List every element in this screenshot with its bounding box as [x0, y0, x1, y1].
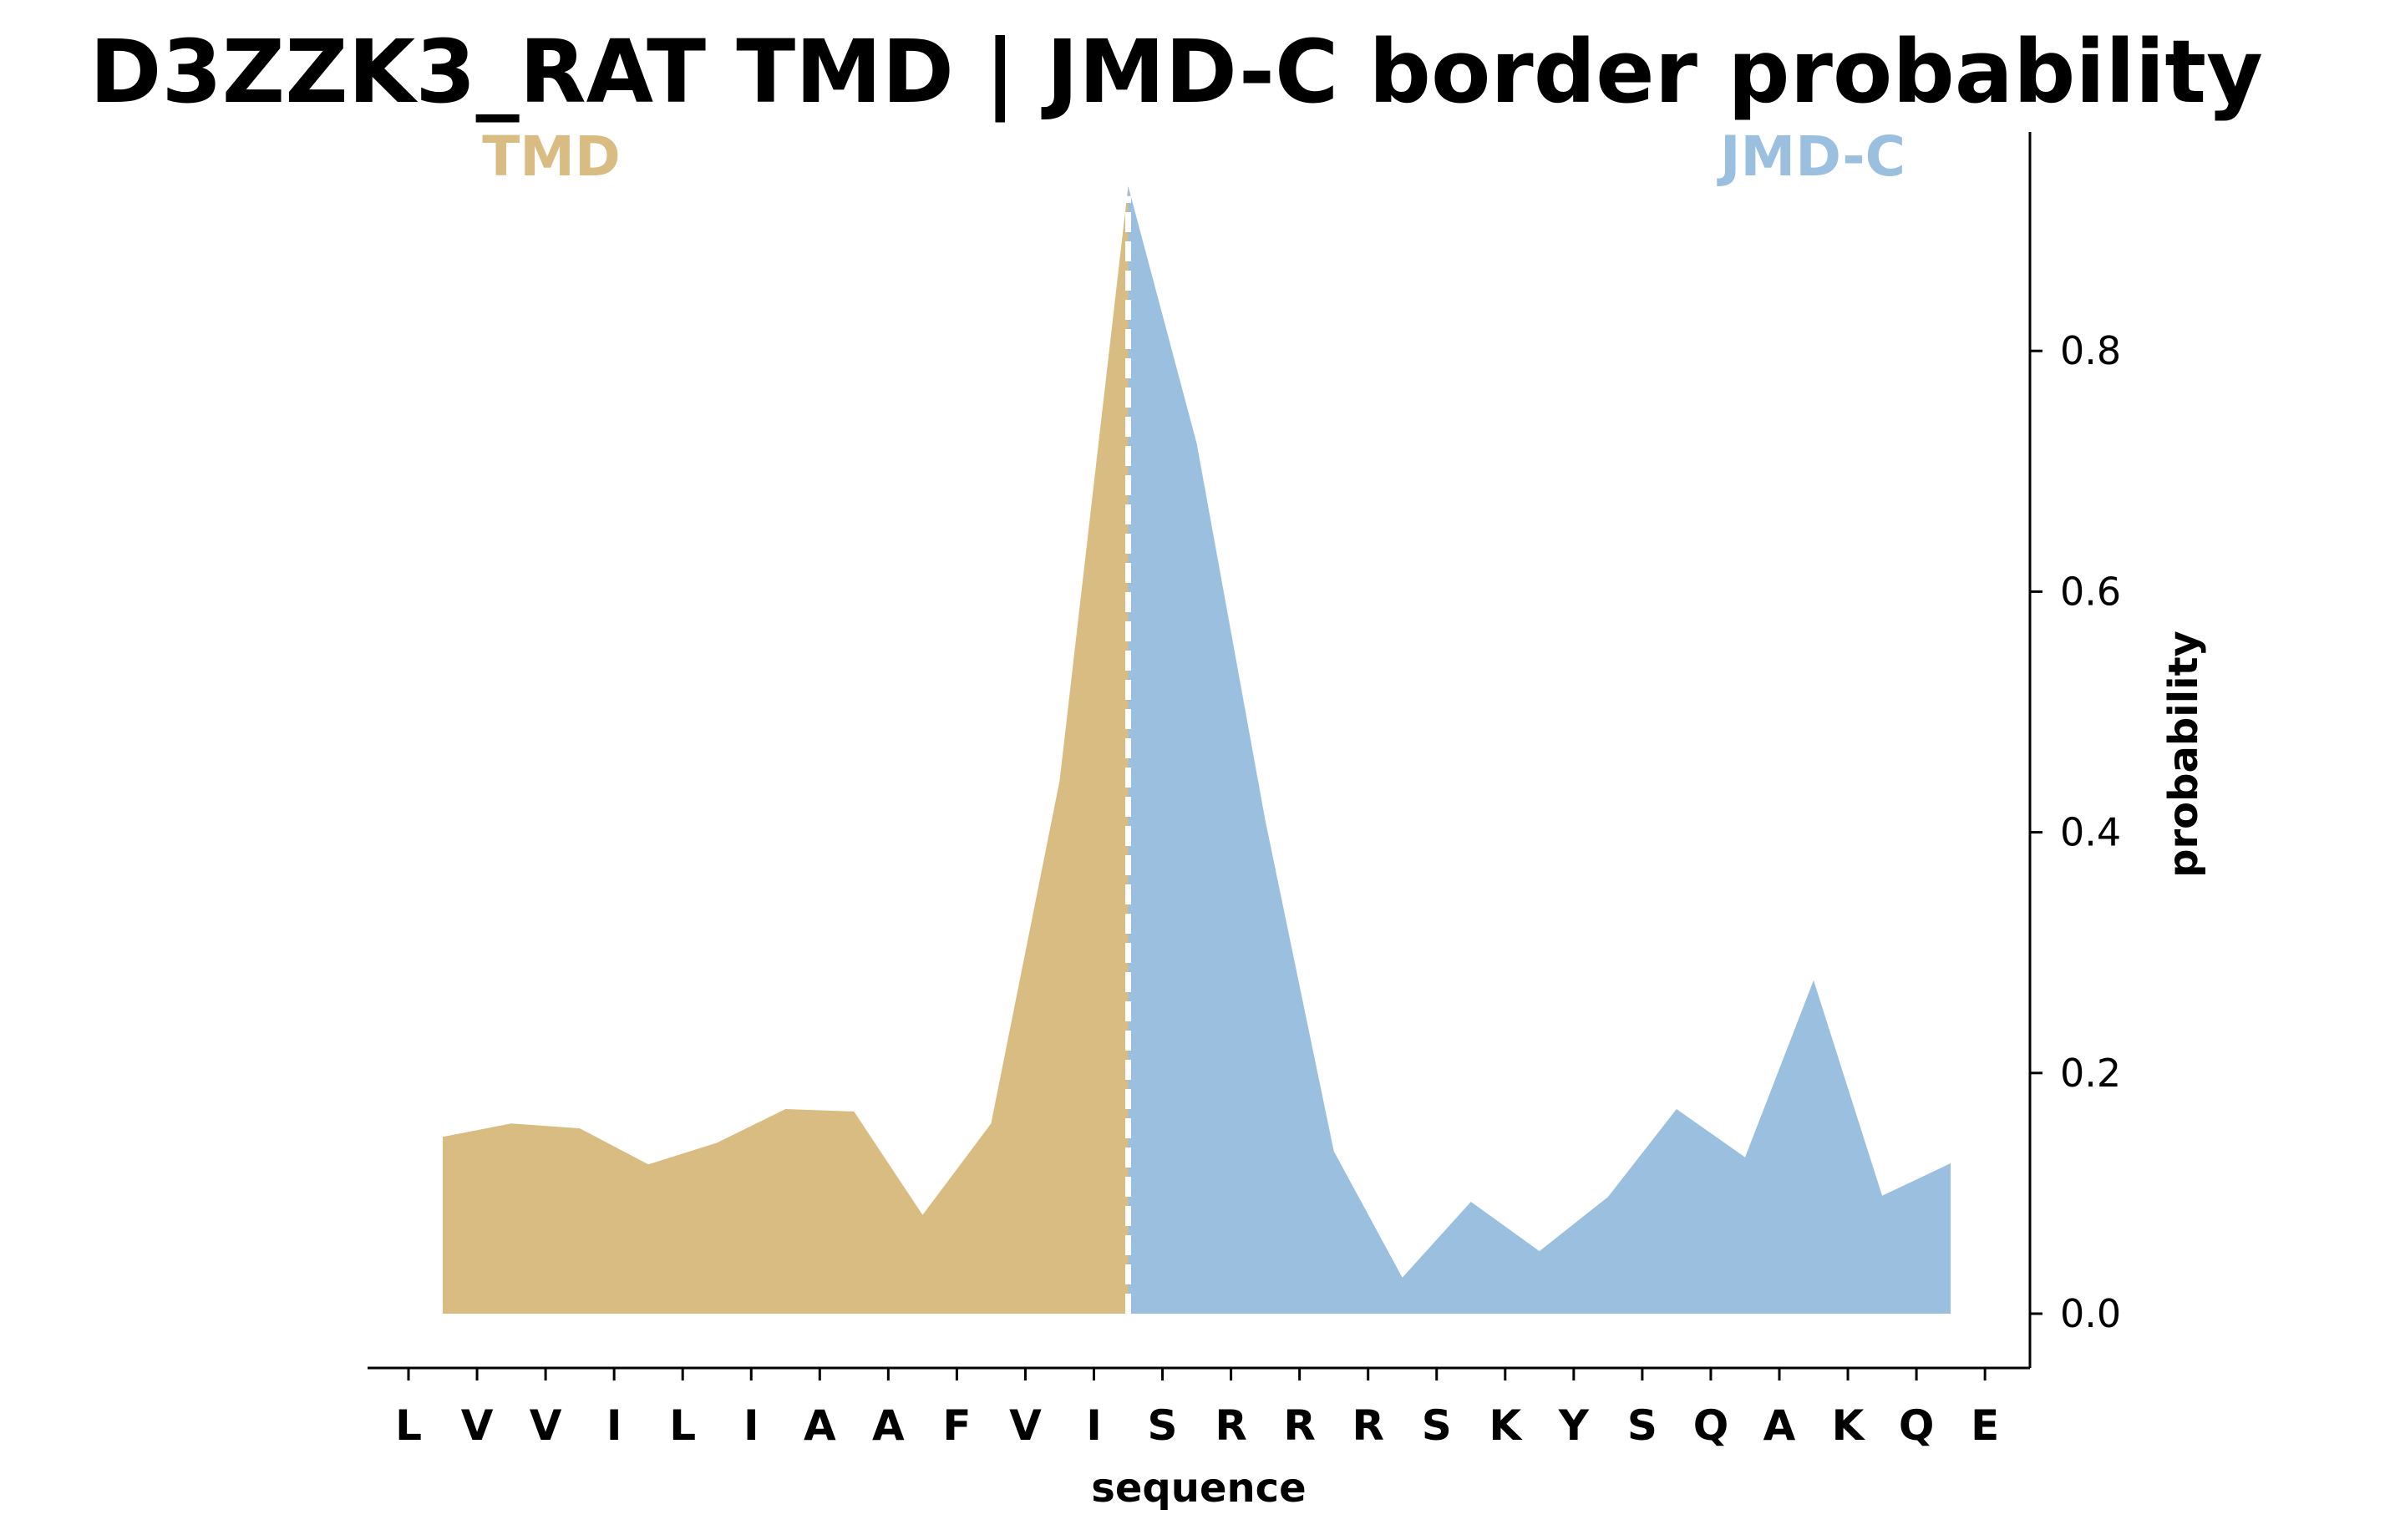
y-tick-label: 0.8 [2060, 328, 2121, 373]
x-tick-label: K [1832, 1401, 1866, 1450]
x-tick-label: A [872, 1401, 905, 1450]
x-tick-label: A [804, 1401, 836, 1450]
x-tick-label: Y [1558, 1401, 1590, 1450]
x-tick-label: Q [1899, 1401, 1935, 1450]
x-tick-label: F [942, 1401, 971, 1450]
x-tick-label: L [669, 1401, 696, 1450]
region-label-tmd: TMD [482, 124, 620, 189]
y-tick-label: 0.4 [2060, 810, 2121, 855]
x-tick-label: V [530, 1401, 562, 1450]
x-tick-label: I [1086, 1401, 1102, 1450]
region-label-jmd-c: JMD-C [1717, 124, 1905, 189]
x-tick-label: R [1352, 1401, 1384, 1450]
x-tick-label: S [1422, 1401, 1452, 1450]
y-axis-ticks: 0.0 0.2 0.4 0.6 0.8 [2030, 328, 2121, 1336]
x-tick-label: E [1971, 1401, 1999, 1450]
x-tick-label: A [1763, 1401, 1796, 1450]
x-tick-label: V [1009, 1401, 1042, 1450]
y-axis-label: probability [2160, 631, 2207, 878]
y-tick-label: 0.0 [2060, 1291, 2121, 1336]
x-tick-label: S [1148, 1401, 1178, 1450]
x-tick-label: R [1283, 1401, 1316, 1450]
y-tick-label: 0.6 [2060, 569, 2121, 614]
x-tick-label: S [1627, 1401, 1657, 1450]
x-axis-label: sequence [1091, 1465, 1306, 1512]
x-tick-label: I [743, 1401, 759, 1450]
area-tmd [443, 185, 1129, 1314]
chart-title: D3ZZK3_RAT TMD | JMD-C border probabilit… [89, 21, 2263, 123]
x-tick-label: R [1215, 1401, 1247, 1450]
x-tick-label: V [461, 1401, 494, 1450]
y-tick-label: 0.2 [2060, 1051, 2121, 1096]
x-tick-label: K [1489, 1401, 1523, 1450]
x-tick-label: L [395, 1401, 422, 1450]
x-tick-label: I [606, 1401, 622, 1450]
x-tick-label: Q [1693, 1401, 1729, 1450]
area-series [443, 185, 1951, 1314]
area-jmd-c [1128, 185, 1951, 1314]
